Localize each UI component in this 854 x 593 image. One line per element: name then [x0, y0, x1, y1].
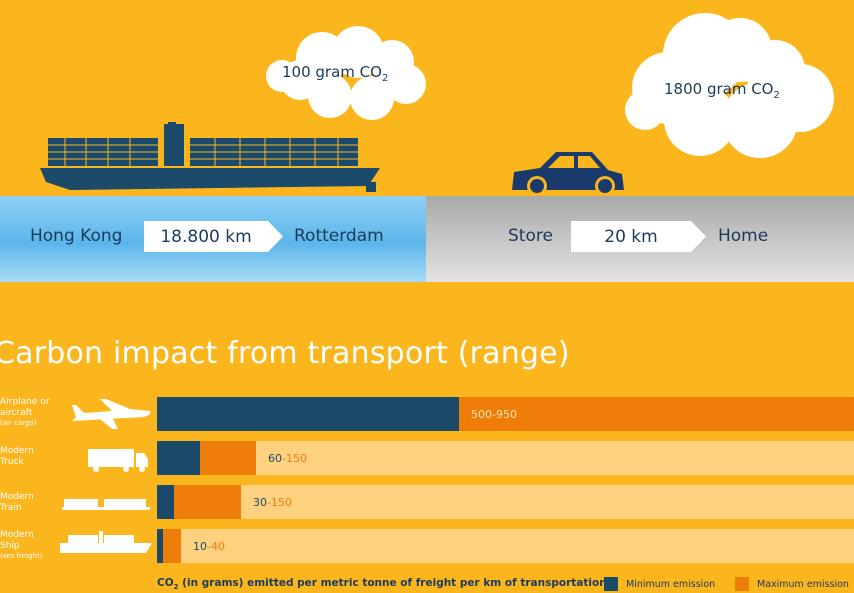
truck-icon	[88, 449, 148, 472]
car-icon	[512, 152, 624, 196]
bar-range-label: 60-150	[268, 452, 307, 465]
bar-range-label: 10-40	[193, 540, 225, 553]
category-label-line2: Ship	[0, 541, 20, 551]
car-distance-arrow-head	[691, 221, 706, 252]
airplane-icon	[72, 399, 151, 429]
category-label-line1: Modern	[0, 446, 34, 456]
bar-range-dash: -	[492, 408, 496, 421]
category-label-note: (ses freight)	[0, 552, 43, 560]
bar-range-dash: -	[282, 452, 286, 465]
chart-title: Carbon impact from transport (range)	[0, 336, 570, 371]
category-icons	[60, 399, 152, 553]
chart-xlabel: CO2 (in grams) emitted per metric tonne …	[157, 577, 607, 592]
bar-max-value: 150	[286, 452, 307, 465]
route-from-hongkong: Hong Kong	[30, 226, 123, 246]
category-label-line2: Truck	[0, 457, 24, 467]
train-icon	[62, 499, 150, 510]
category-label: Modern Train	[0, 492, 34, 514]
cloud-car	[625, 13, 834, 158]
ship-distance-arrow: 18.800 km	[144, 221, 268, 252]
legend-max-label: Maximum emission	[757, 578, 849, 590]
bar-range-dash: -	[267, 496, 271, 509]
bar-min-value: 10	[193, 540, 207, 553]
route-to-rotterdam: Rotterdam	[294, 226, 384, 246]
route-from-store: Store	[508, 226, 553, 246]
cloud-ship	[266, 26, 426, 120]
car-emission-label: 1800 gram CO2	[664, 80, 780, 101]
legend-max-swatch	[735, 577, 749, 591]
category-label-line2: Train	[0, 503, 22, 513]
legend-min-swatch	[604, 577, 618, 591]
bar-track	[157, 485, 854, 519]
category-label-note: (air cargo)	[0, 419, 37, 427]
bar-max-value: 950	[496, 408, 517, 421]
legend-min: Minimum emission	[604, 577, 715, 591]
bar-track	[157, 441, 854, 475]
category-label: Modern Ship (ses freight)	[0, 530, 42, 561]
bar-range-dash: -	[207, 540, 211, 553]
bar-track	[157, 529, 854, 563]
category-label-line2: aircraft	[0, 408, 33, 418]
bar-min	[157, 529, 163, 563]
bar-max-value: 40	[211, 540, 225, 553]
legend-min-label: Minimum emission	[626, 578, 716, 590]
car-distance-arrow: 20 km	[571, 221, 691, 252]
bar-range-label: 30-150	[253, 496, 292, 509]
category-label: Airplane or aircraft (air cargo)	[0, 397, 49, 428]
ship-icon	[60, 531, 152, 553]
container-ship-icon	[40, 122, 380, 192]
bar-min	[157, 485, 174, 519]
bar-range-label: 500-950	[471, 408, 517, 421]
bar-min-value: 60	[268, 452, 282, 465]
ship-emission-label: 100 gram CO2	[282, 63, 389, 84]
category-label-line1: Airplane or	[0, 397, 50, 407]
bar-min	[157, 397, 459, 431]
bar-min-value: 500	[471, 408, 492, 421]
ship-distance-arrow-head	[268, 221, 283, 252]
route-to-home: Home	[718, 226, 769, 246]
category-label-line1: Modern	[0, 492, 34, 502]
category-label-line1: Modern	[0, 530, 34, 540]
legend-max: Maximum emission	[735, 577, 849, 591]
category-label: Modern Truck	[0, 446, 34, 468]
bar-max-value: 150	[271, 496, 292, 509]
top-illustration	[40, 13, 834, 196]
bar-min-value: 30	[253, 496, 267, 509]
bar-min	[157, 441, 200, 475]
